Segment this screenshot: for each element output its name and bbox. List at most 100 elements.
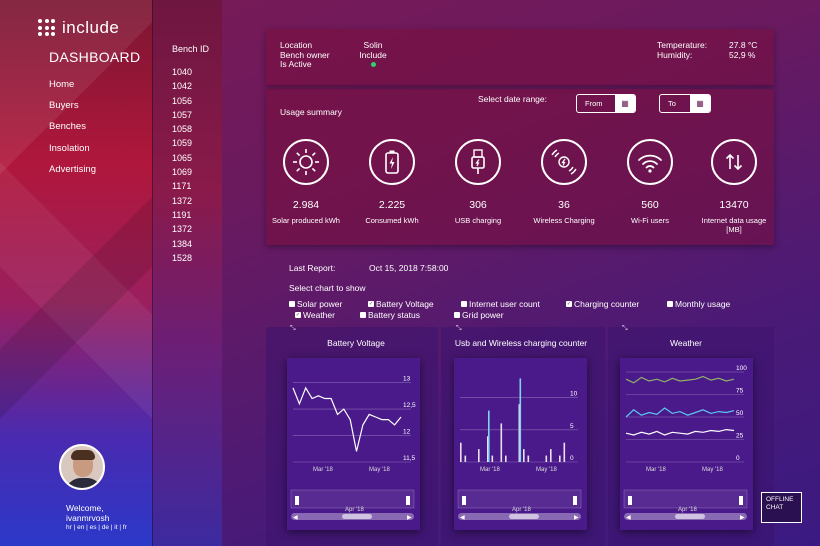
stat-label: Consumed kWh (365, 216, 419, 225)
scroll-left-icon: ◀ (293, 515, 298, 521)
drag-handle-icon[interactable]: ⤡ (290, 325, 296, 332)
checkbox-grid-power[interactable]: Grid power (454, 310, 504, 320)
battery-chart[interactable]: 13 12,5 12 11,5 Mar '18 May '18 Apr '18 ◀ ▶ (287, 358, 420, 530)
date-from-button[interactable]: From ▦ (576, 94, 636, 113)
stat-consumed: 2.225 Consumed kWh (352, 139, 432, 225)
avatar[interactable] (59, 444, 105, 490)
bench-id-item[interactable]: 1372 (172, 195, 193, 206)
usb-chart-title: Usb and Wireless charging counter (454, 338, 588, 348)
user-name: ivanmrvosh (66, 513, 110, 523)
y-tick-label: 5 (570, 423, 574, 430)
info-labels: Location Bench owner Is Active (280, 40, 330, 70)
weather-chart[interactable]: 100 75 50 25 0 Mar '18 May '18 Apr '18 ◀ ▶ (620, 358, 753, 530)
location-value: Solin (363, 40, 383, 50)
series-line (625, 428, 735, 436)
bench-id-item[interactable]: 1528 (172, 252, 193, 263)
date-to-button[interactable]: To ▦ (659, 94, 711, 113)
x-tick-label: Mar '18 (480, 467, 500, 473)
bench-id-title: Bench ID (172, 44, 210, 54)
nav-item-advertising[interactable]: Advertising (49, 163, 96, 175)
range-handle-right (739, 496, 743, 505)
sun-icon (283, 139, 329, 185)
checkbox-label: Grid power (462, 310, 504, 320)
offline-chat-button[interactable]: OFFLINE CHAT (761, 492, 802, 523)
stat-value: 306 (469, 199, 487, 211)
range-handle-right (406, 496, 410, 505)
bar (464, 455, 467, 462)
bar (550, 449, 552, 462)
drag-handle-icon[interactable]: ⤡ (622, 325, 628, 332)
x-tick-label: Mar '18 (313, 467, 333, 473)
temperature-label: Temperature: (657, 40, 708, 50)
bench-id-item[interactable]: 1056 (172, 95, 193, 106)
date-from-label: From (585, 99, 603, 108)
language-switcher[interactable]: hr | en | es | de | it | fr (66, 524, 127, 531)
checkbox-label: Weather (303, 310, 335, 320)
checkbox-solar-power[interactable]: Solar power (289, 299, 342, 309)
nav-item-insolation[interactable]: Insolation (49, 142, 90, 154)
bench-id-item[interactable]: 1040 (172, 67, 193, 77)
bench-id-item[interactable]: 1191 (172, 209, 192, 220)
bar (523, 449, 525, 462)
main-nav: Home Buyers Benches Insolation Advertisi… (49, 79, 96, 185)
nav-item-buyers[interactable]: Buyers (49, 100, 79, 112)
checkbox-battery-status[interactable]: Battery status (360, 310, 420, 320)
calendar-icon: ▦ (615, 95, 635, 112)
bar (527, 455, 530, 462)
usb-chart[interactable]: 10 5 0 Mar '18 May '18 Apr '18 ◀ ▶ (454, 358, 587, 530)
nav-item-home[interactable]: Home (49, 79, 75, 90)
humidity-label: Humidity: (657, 49, 693, 60)
stat-wireless: 36 Wireless Charging (524, 139, 604, 225)
bench-id-item[interactable]: 1042 (172, 81, 193, 92)
last-report-value: Oct 15, 2018 7:58:00 (369, 263, 449, 273)
weather-labels: Temperature: Humidity: (657, 40, 708, 60)
stat-value: 2.225 (378, 199, 406, 211)
range-handle-left (295, 496, 299, 505)
stat-solar: 2.984 Solar produced kWh (266, 139, 346, 225)
bench-id-item[interactable]: 1069 (172, 167, 193, 178)
x-tick-label: Mar '18 (646, 467, 666, 473)
stat-value: 36 (558, 199, 570, 211)
x-tick-label: May '18 (369, 467, 390, 473)
checkbox-monthly-usage[interactable]: Monthly usage (667, 299, 730, 309)
y-tick-label: 0 (570, 455, 574, 462)
bench-id-item[interactable]: 1384 (172, 238, 193, 249)
bench-id-item[interactable]: 1372 (172, 224, 193, 235)
bench-id-item[interactable]: 1171 (172, 181, 192, 192)
logo[interactable]: include (38, 18, 119, 38)
y-tick-label: 12 (403, 429, 411, 436)
checkbox-icon (454, 312, 460, 318)
info-values: Solin Include (353, 40, 393, 70)
range-navigator (290, 489, 415, 509)
bar (505, 455, 507, 462)
checkbox-icon (289, 301, 295, 307)
checkbox-icon (461, 301, 467, 307)
range-scrollbar-thumb (342, 514, 372, 519)
checkbox-checked-icon: ✓ (566, 301, 572, 307)
checkbox-battery-voltage[interactable]: ✓ Battery Voltage (368, 299, 434, 309)
checkbox-charging-counter[interactable]: ✓ Charging counter (566, 299, 639, 309)
bar (563, 442, 566, 462)
bar (488, 410, 490, 462)
stat-value: 2.984 (292, 199, 320, 211)
y-tick-label: 11,5 (403, 455, 416, 462)
scroll-left-icon: ◀ (626, 515, 631, 521)
y-tick-label: 0 (736, 455, 740, 462)
welcome-label: Welcome, (66, 503, 104, 513)
bench-id-item[interactable]: 1059 (172, 138, 193, 149)
scroll-right-icon: ▶ (740, 515, 745, 521)
bar (500, 423, 503, 462)
nav-item-benches[interactable]: Benches (49, 121, 86, 133)
bar (491, 455, 494, 462)
checkbox-weather[interactable]: ✓ Weather (295, 310, 335, 320)
drag-handle-icon[interactable]: ⤡ (456, 325, 462, 332)
bar (545, 455, 548, 462)
checkbox-internet-user-count[interactable]: Internet user count (461, 299, 540, 309)
bench-id-item[interactable]: 1057 (172, 109, 193, 120)
bar (460, 442, 462, 462)
bar (518, 404, 521, 462)
bench-id-item[interactable]: 1058 (172, 124, 193, 135)
bench-id-item[interactable]: 1065 (172, 152, 193, 163)
x-tick-label: May '18 (536, 467, 557, 473)
y-tick-label: 50 (736, 410, 744, 417)
